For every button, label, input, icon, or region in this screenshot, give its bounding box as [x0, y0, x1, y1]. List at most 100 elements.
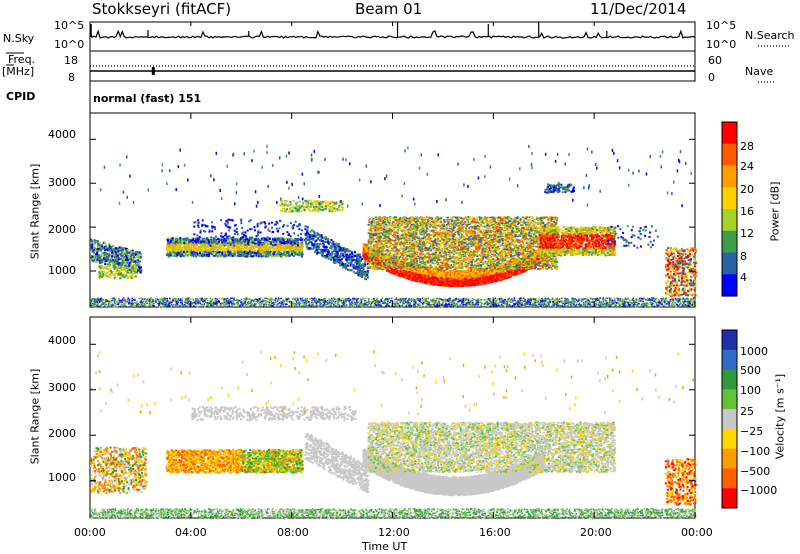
scatter-cell	[630, 302, 633, 304]
scatter-cell	[433, 298, 435, 300]
scatter-cell	[624, 304, 627, 306]
scatter-cell	[205, 305, 207, 307]
scatter-cell	[192, 302, 194, 304]
scatter-cell	[373, 297, 375, 300]
scatter-cell	[475, 306, 477, 308]
scatter-cell	[612, 303, 614, 306]
scatter-cell	[621, 301, 623, 303]
scatter-cell	[688, 304, 690, 306]
scatter-cell	[135, 304, 137, 307]
scatter-cell	[102, 303, 105, 305]
scatter-cell	[519, 302, 522, 304]
scatter-cell	[351, 306, 353, 308]
scatter-cell	[684, 304, 687, 306]
scatter-cell	[456, 302, 459, 305]
scatter-cell	[496, 298, 499, 300]
scatter-cell	[565, 299, 567, 302]
scatter-cell	[271, 255, 273, 258]
scatter-cell	[372, 302, 374, 304]
scatter-cell	[344, 303, 347, 305]
scatter-cell	[394, 301, 396, 303]
scatter-cell	[505, 304, 508, 306]
scatter-cell	[181, 298, 183, 301]
scatter-cell	[90, 303, 92, 305]
scatter-cell	[646, 298, 648, 301]
scatter-cell	[690, 297, 693, 300]
scatter-cell	[139, 271, 142, 274]
scatter-cell	[561, 300, 564, 302]
scatter-cell	[371, 301, 373, 303]
scatter-cell	[138, 306, 140, 308]
scatter-cell	[111, 297, 113, 300]
scatter-cell	[130, 271, 133, 274]
scatter-cell	[146, 299, 148, 301]
scatter-cell	[426, 298, 428, 300]
scatter-cell	[129, 274, 132, 277]
scatter-cell	[402, 298, 405, 300]
scatter-cell	[672, 297, 674, 300]
scatter-cell	[534, 301, 536, 304]
scatter-cell	[559, 300, 562, 302]
scatter-cell	[112, 299, 114, 302]
scatter-cell	[502, 299, 505, 302]
scatter-cell	[510, 301, 512, 303]
scatter-cell	[602, 301, 604, 304]
scatter-cell	[305, 303, 308, 305]
scatter-cell	[213, 305, 215, 307]
scatter-cell	[126, 299, 129, 301]
scatter-cell	[105, 305, 108, 307]
scatter-cell	[276, 304, 278, 306]
scatter-cell	[92, 260, 95, 263]
scatter-cell	[329, 303, 332, 305]
scatter-cell	[357, 304, 360, 306]
scatter-cell	[472, 303, 474, 306]
scatter-cell	[670, 302, 673, 305]
scatter-cell	[224, 305, 226, 308]
scatter-cell	[372, 304, 375, 306]
scatter-cell	[168, 302, 171, 305]
scatter-cell	[292, 304, 295, 307]
scatter-cell	[650, 298, 652, 301]
scatter-cell	[692, 301, 695, 303]
scatter-cell	[103, 249, 106, 252]
scatter-cell	[206, 304, 208, 306]
scatter-cell	[200, 297, 202, 299]
scatter-cell	[647, 303, 650, 305]
scatter-cell	[492, 297, 494, 299]
scatter-cell	[557, 303, 559, 305]
scatter-cell	[602, 297, 604, 299]
scatter-cell	[391, 297, 393, 300]
scatter-cell	[196, 301, 199, 303]
scatter-cell	[524, 302, 526, 305]
scatter-cell	[403, 300, 405, 303]
scatter-cell	[133, 257, 136, 260]
scatter-cell	[126, 301, 128, 304]
scatter-cell	[158, 300, 161, 303]
scatter-cell	[627, 298, 629, 300]
scatter-cell	[632, 300, 635, 302]
scatter-cell	[642, 303, 644, 305]
scatter-cell	[158, 306, 161, 308]
scatter-cell	[257, 255, 260, 258]
scatter-cell	[150, 298, 153, 300]
scatter-cell	[418, 303, 420, 306]
scatter-cell	[122, 258, 125, 261]
scatter-cell	[248, 304, 250, 307]
scatter-cell	[301, 242, 304, 245]
scatter-cell	[564, 302, 567, 305]
scatter-cell	[259, 253, 262, 255]
scatter-cell	[395, 298, 397, 301]
scatter-cell	[551, 305, 554, 308]
scatter-cell	[257, 302, 260, 304]
scatter-cell	[575, 299, 578, 301]
scatter-cell	[112, 305, 114, 308]
scatter-cell	[318, 302, 321, 304]
scatter-cell	[384, 302, 387, 304]
scatter-cell	[509, 304, 511, 306]
scatter-cell	[171, 237, 174, 240]
scatter-cell	[602, 298, 604, 301]
scatter-cell	[567, 304, 570, 306]
scatter-cell	[642, 305, 644, 307]
scatter-cell	[573, 301, 576, 303]
scatter-cell	[569, 301, 572, 303]
